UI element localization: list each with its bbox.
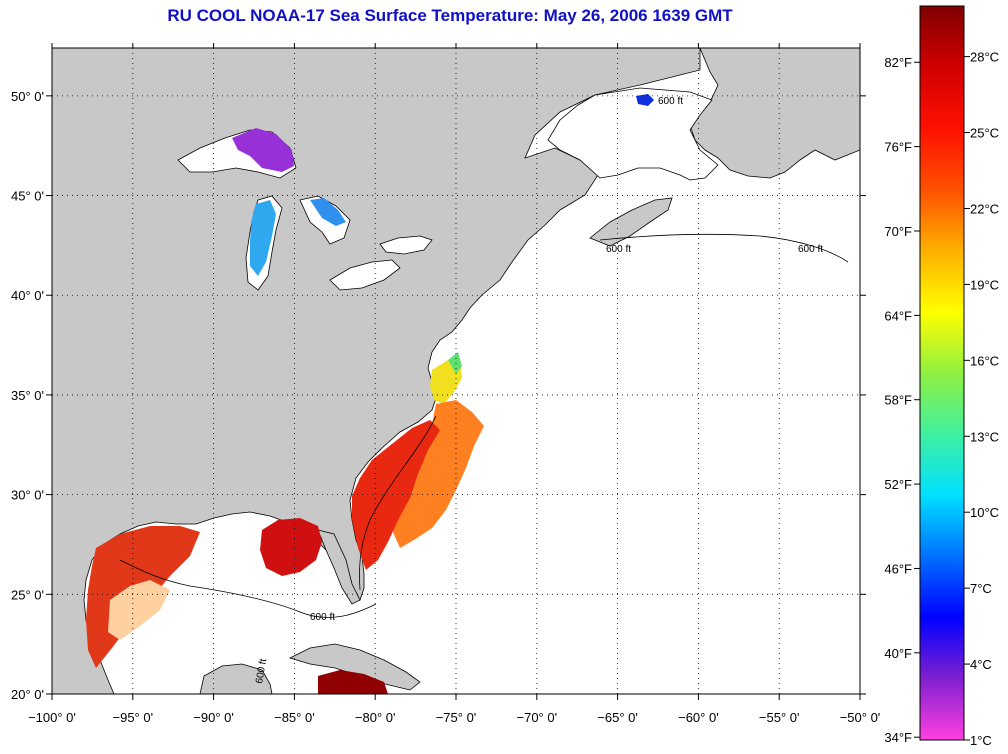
sst-lake-michigan-blue [250, 200, 276, 276]
cuba-land [288, 643, 421, 691]
contour-label-stlawrence: 600 ft [658, 96, 683, 107]
celsius-tick-label: 13°C [970, 429, 999, 444]
lon-tick-label: −50° 0' [840, 710, 881, 725]
celsius-tick-label: 4°C [970, 657, 992, 672]
lat-tick-label: 45° 0' [11, 189, 44, 204]
sst-cuba-darkred [318, 670, 388, 694]
lat-tick-label: 50° 0' [11, 89, 44, 104]
sst-west-florida-red [260, 518, 322, 576]
sst-texas-warm-white [108, 580, 170, 640]
map-title: RU COOL NOAA-17 Sea Surface Temperature:… [167, 6, 733, 25]
sst-chesapeake-yellow [430, 360, 462, 404]
latitude-axis: 20° 0' 25° 0' 30° 0' 35° 0' 40° 0' 45° 0' 50° … [11, 89, 866, 702]
celsius-tick-label: 19°C [970, 277, 999, 292]
lat-tick-label: 35° 0' [11, 388, 44, 403]
sst-gulf-stream-orange [392, 400, 484, 548]
celsius-tick-label: 28°C [970, 50, 999, 65]
lake-erie [329, 259, 401, 291]
lon-tick-label: −55° 0' [759, 710, 800, 725]
lon-tick-label: −75° 0' [436, 710, 477, 725]
sst-south-atlantic-red [352, 420, 440, 570]
sst-lake-superior-purple [232, 128, 294, 172]
fahrenheit-tick-label: 34°F [884, 730, 912, 745]
fahrenheit-tick-label: 82°F [884, 55, 912, 70]
fahrenheit-tick-label: 46°F [884, 561, 912, 576]
celsius-tick-label: 10°C [970, 505, 999, 520]
florida-peninsula [317, 529, 361, 605]
lake-ontario [379, 235, 433, 255]
fahrenheit-tick-label: 76°F [884, 140, 912, 155]
sst-virginia-green [448, 352, 462, 374]
lat-tick-label: 20° 0' [11, 687, 44, 702]
lat-tick-label: 30° 0' [11, 488, 44, 503]
nova-scotia [589, 197, 673, 247]
colorbar-celsius-ticks: 1°C 4°C 7°C 10°C 13°C 16°C 19°C 22°C 25°C 28°C [964, 50, 999, 748]
lon-tick-label: −65° 0' [597, 710, 638, 725]
lon-tick-label: −80° 0' [355, 710, 396, 725]
celsius-tick-label: 1°C [970, 733, 992, 748]
contour-label-grand-banks: 600 ft [798, 244, 823, 255]
celsius-tick-label: 25°C [970, 126, 999, 141]
longitude-axis: −100° 0' −95° 0' −90° 0' −85° 0' −80° 0' −75°… [28, 43, 880, 725]
newfoundland-land [689, 48, 860, 179]
lat-tick-label: 40° 0' [11, 288, 44, 303]
contour-label-gulf: 600 ft [310, 612, 335, 623]
yucatan-land [199, 663, 273, 694]
fahrenheit-tick-label: 40°F [884, 646, 912, 661]
celsius-tick-label: 16°C [970, 353, 999, 368]
contour-label-yucatan: 600 ft [254, 658, 269, 685]
fahrenheit-tick-label: 58°F [884, 393, 912, 408]
celsius-tick-label: 7°C [970, 581, 992, 596]
lon-tick-label: −85° 0' [274, 710, 315, 725]
lon-tick-label: −100° 0' [28, 710, 76, 725]
colorbar-fahrenheit-ticks: 34°F 40°F 46°F 52°F 58°F 64°F 70°F 76°F 82°F [884, 55, 920, 745]
lat-tick-label: 25° 0' [11, 587, 44, 602]
contour-label-nova-scotia: 600 ft [606, 244, 631, 255]
map-area: 600 ft 600 ft 600 ft 600 ft 600 ft [52, 48, 860, 694]
sst-gulfmaine-blue [636, 94, 654, 106]
celsius-tick-label: 22°C [970, 201, 999, 216]
fahrenheit-tick-label: 64°F [884, 308, 912, 323]
fahrenheit-tick-label: 52°F [884, 477, 912, 492]
lon-tick-label: −60° 0' [678, 710, 719, 725]
lon-tick-label: −95° 0' [113, 710, 154, 725]
sst-lake-huron-blue [310, 198, 346, 226]
gulf-st-lawrence-area [547, 87, 719, 181]
colorbar-gradient [919, 5, 965, 741]
lon-tick-label: −90° 0' [193, 710, 234, 725]
colorbar: 1°C 4°C 7°C 10°C 13°C 16°C 19°C 22°C 25°C 28°C 34… [884, 5, 999, 748]
fahrenheit-tick-label: 70°F [884, 224, 912, 239]
isobath-600ft [119, 233, 849, 618]
lon-tick-label: −70° 0' [517, 710, 558, 725]
